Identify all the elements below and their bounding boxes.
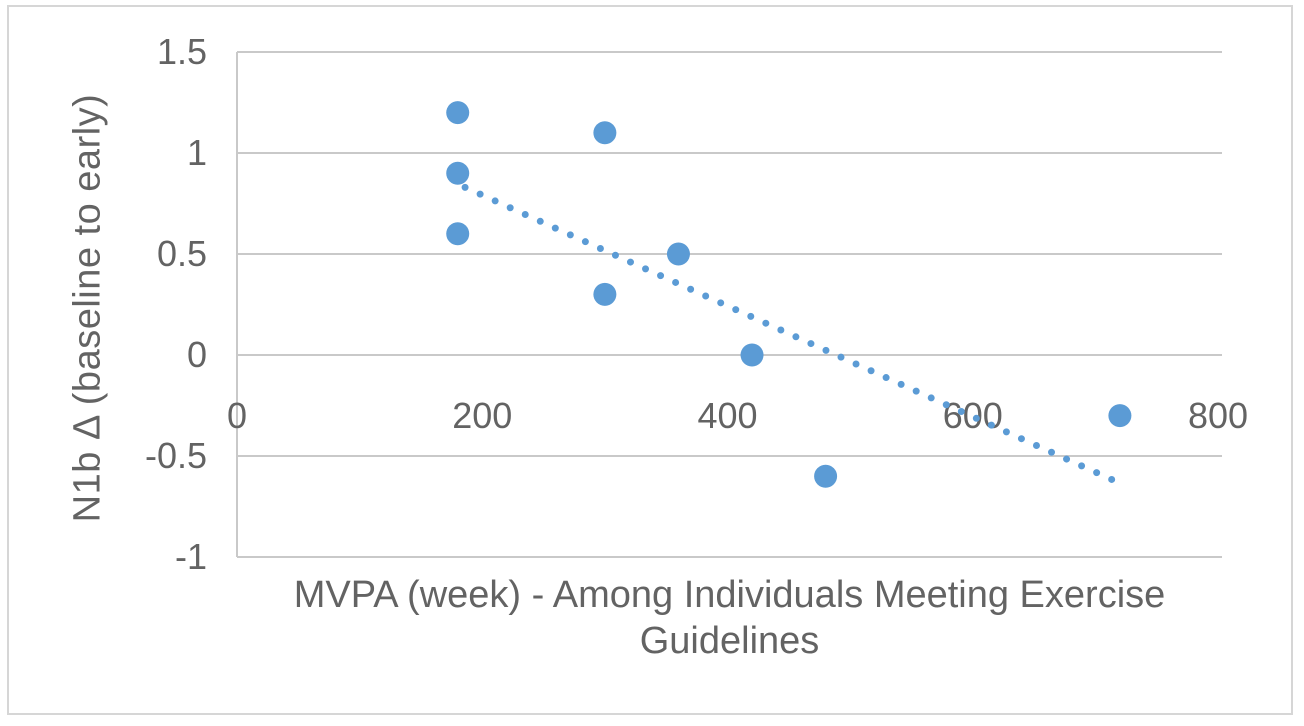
x-tick-label: 400: [697, 395, 757, 436]
data-point-480--0.6: [814, 464, 838, 488]
x-tick-label: 600: [943, 395, 1003, 436]
data-point-300-0.3: [593, 282, 617, 306]
x-tick-label: 0: [227, 395, 247, 436]
y-axis-title: N1b Δ (baseline to early): [66, 93, 109, 523]
data-point-360-0.5: [666, 242, 690, 266]
x-axis-title-line-2: Guidelines: [639, 620, 820, 662]
y-tick-label: 1: [187, 132, 207, 173]
trendline-dotted: [461, 183, 1126, 488]
y-tick-label: -0.5: [145, 435, 207, 476]
x-tick-label: 200: [452, 395, 512, 436]
y-tick-label: 0.5: [157, 233, 207, 274]
y-tick-label: -1: [175, 536, 207, 577]
x-axis-title-line-1: MVPA (week) - Among Individuals Meeting …: [293, 574, 1166, 616]
x-axis-title: MVPA (week) - Among Individuals Meeting …: [237, 572, 1222, 664]
data-point-180-0.9: [446, 161, 470, 185]
data-point-300-1.1: [593, 121, 617, 145]
chart-outer-border: [7, 5, 1293, 715]
data-point-420-0: [740, 343, 764, 367]
data-point-180-0.6: [446, 222, 470, 246]
x-tick-label: 800: [1188, 395, 1248, 436]
data-point-180-1.2: [446, 101, 470, 125]
y-tick-label: 0: [187, 334, 207, 375]
y-tick-label: 1.5: [157, 31, 207, 72]
data-point-720--0.3: [1108, 404, 1132, 428]
